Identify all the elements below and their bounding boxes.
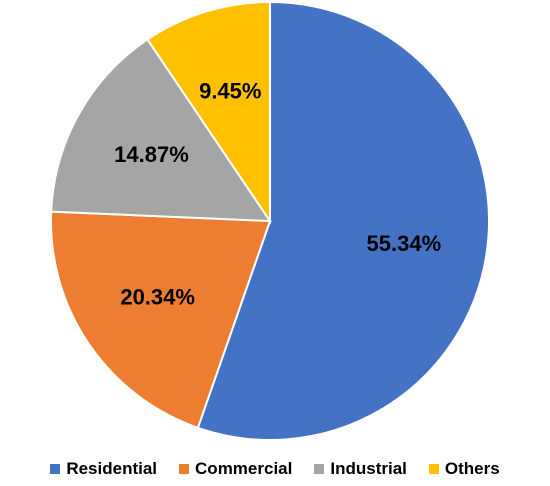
pie-slices [50, 0, 491, 441]
pie-slice-commercial [50, 210, 272, 430]
legend-swatch-residential [50, 464, 61, 474]
legend-item-industrial: Industrial [314, 459, 407, 479]
pie-chart: 55.34% 20.34% 14.87% 9.45% [50, 0, 491, 441]
data-label-commercial: 20.34% [120, 285, 195, 310]
legend-item-others: Others [428, 459, 500, 479]
pie-slice-industrial [50, 38, 272, 223]
pie-data-labels: 55.34% 20.34% 14.87% 9.45% [114, 79, 441, 310]
data-label-industrial: 14.87% [114, 142, 189, 167]
legend-label-residential: Residential [66, 459, 158, 478]
legend-label-industrial: Industrial [330, 459, 407, 478]
data-label-others: 9.45% [199, 79, 261, 104]
chart-legend: Residential Commercial Industrial Others [0, 456, 550, 482]
legend-swatch-industrial [314, 464, 325, 474]
legend-swatch-others [428, 464, 439, 474]
legend-item-commercial: Commercial [179, 459, 292, 479]
legend-item-residential: Residential [50, 459, 157, 479]
legend-label-others: Others [444, 459, 500, 478]
legend-swatch-commercial [179, 464, 190, 474]
legend-label-commercial: Commercial [195, 459, 293, 478]
data-label-residential: 55.34% [367, 231, 442, 256]
pie-slice-others [146, 0, 271, 225]
